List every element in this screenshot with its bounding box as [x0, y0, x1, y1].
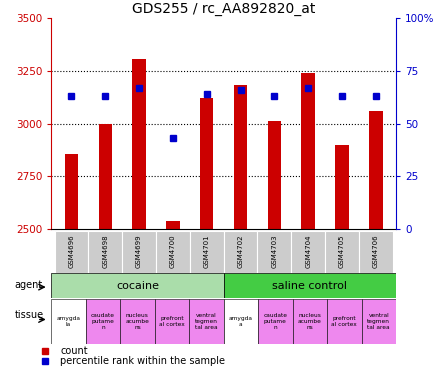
Text: nucleus
acumbe
ns: nucleus acumbe ns — [298, 313, 322, 330]
Bar — [291, 231, 325, 273]
Text: tissue: tissue — [14, 310, 44, 320]
Bar — [258, 299, 293, 344]
Bar — [155, 299, 189, 344]
Bar — [224, 231, 257, 273]
Bar — [234, 85, 247, 229]
Text: amygda
la: amygda la — [57, 316, 81, 327]
Text: GSM4703: GSM4703 — [271, 235, 277, 268]
Bar — [224, 299, 258, 344]
Text: GSM4702: GSM4702 — [238, 235, 243, 268]
Text: ventral
tegmen
tal area: ventral tegmen tal area — [368, 313, 390, 330]
Bar — [362, 299, 396, 344]
Text: nucleus
acumbe
ns: nucleus acumbe ns — [125, 313, 150, 330]
Bar — [325, 231, 359, 273]
Bar — [369, 111, 383, 229]
Bar — [65, 154, 78, 229]
Text: GSM4696: GSM4696 — [69, 235, 74, 268]
Bar — [257, 231, 291, 273]
Bar — [189, 299, 224, 344]
Bar — [335, 145, 349, 229]
Bar — [301, 73, 315, 229]
Text: agent: agent — [14, 280, 43, 290]
Text: count: count — [60, 346, 88, 356]
Bar — [51, 273, 224, 298]
Bar — [224, 273, 396, 298]
Text: GSM4704: GSM4704 — [305, 235, 311, 268]
Bar — [156, 231, 190, 273]
Text: GSM4700: GSM4700 — [170, 235, 176, 268]
Bar — [55, 231, 89, 273]
Text: ventral
tegmen
tal area: ventral tegmen tal area — [195, 313, 218, 330]
Bar — [51, 299, 86, 344]
Title: GDS255 / rc_AA892820_at: GDS255 / rc_AA892820_at — [132, 2, 316, 16]
Bar — [166, 221, 180, 229]
Bar — [98, 124, 112, 229]
Text: GSM4699: GSM4699 — [136, 235, 142, 268]
Bar — [267, 122, 281, 229]
Text: prefront
al cortex: prefront al cortex — [332, 316, 357, 327]
Text: percentile rank within the sample: percentile rank within the sample — [60, 356, 225, 366]
Text: caudate
putame
n: caudate putame n — [91, 313, 115, 330]
Text: cocaine: cocaine — [116, 281, 159, 291]
Text: GSM4698: GSM4698 — [102, 235, 108, 268]
Text: amygda
a: amygda a — [229, 316, 253, 327]
Bar — [86, 299, 120, 344]
Bar — [359, 231, 392, 273]
Text: GSM4706: GSM4706 — [373, 235, 379, 268]
Text: GSM4705: GSM4705 — [339, 235, 345, 268]
Text: caudate
putame
n: caudate putame n — [263, 313, 287, 330]
Bar — [89, 231, 122, 273]
Bar — [200, 98, 214, 229]
Text: GSM4701: GSM4701 — [204, 235, 210, 268]
Bar — [190, 231, 224, 273]
Bar — [327, 299, 362, 344]
Bar — [293, 299, 327, 344]
Bar — [120, 299, 155, 344]
Bar — [122, 231, 156, 273]
Text: saline control: saline control — [272, 281, 348, 291]
Text: prefront
al cortex: prefront al cortex — [159, 316, 185, 327]
Bar — [132, 59, 146, 229]
